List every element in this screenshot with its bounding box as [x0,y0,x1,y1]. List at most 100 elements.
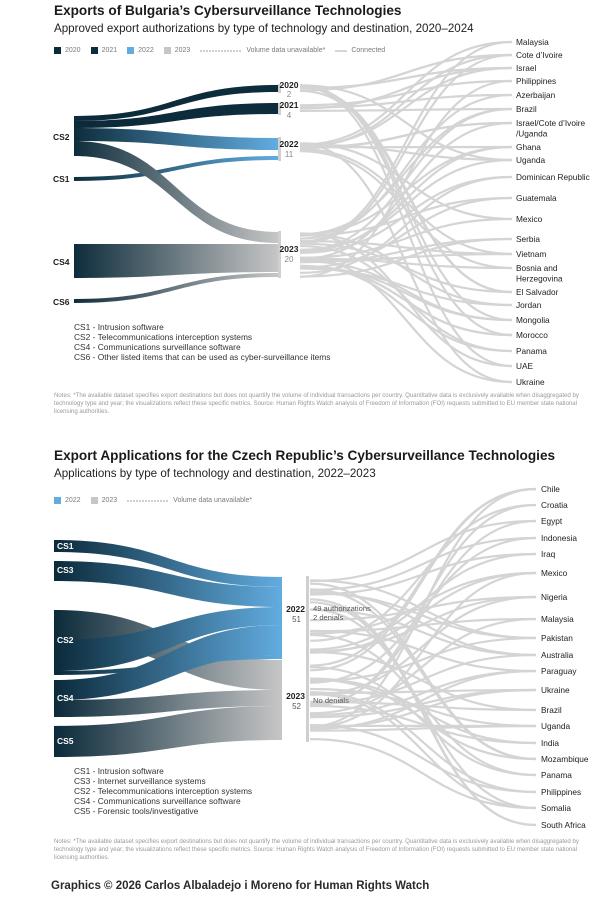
destination-label: Cote d’Ivoire [516,50,563,60]
chart2-flows [54,540,282,757]
credit-line: Graphics © 2026 Carlos Albaladejo i More… [51,880,430,892]
flow-cs2-2022 [54,607,282,671]
destination-link [299,85,513,368]
chart2-definitions: CS1 - Intrusion software CS3 - Internet … [74,766,252,816]
destination-link [309,691,537,794]
flow-cs2-2020 [74,85,278,121]
legend-swatch [54,47,61,54]
destination-link [299,84,513,337]
source-label-cs1: CS1 [53,174,70,184]
node-2022-bar [306,576,309,660]
destination-link [299,66,513,148]
dashed-line-icon [127,499,170,502]
destination-label: Australia [541,650,574,660]
definition-item: CS6 - Other listed items that can be use… [74,352,331,362]
destination-label: El Salvador [516,287,559,297]
destination-label: Dominican Republic [516,172,590,182]
destination-link [299,256,513,384]
destination-link [309,669,537,717]
destination-link [299,107,513,112]
definition-item: CS5 - Forensic tools/investigative [74,806,199,816]
destination-label: Ukraine [541,685,570,695]
year-label-2022: 2022 [280,139,299,149]
destination-link [299,142,513,384]
destination-link [309,617,537,633]
destination-link [309,588,537,761]
legend-label: 2020 [65,47,81,54]
destination-link [309,633,537,777]
destination-link [309,487,537,667]
legend-label: 2022 [138,47,154,54]
destination-link [309,629,537,673]
destination-label: Uganda [541,721,570,731]
definition-item: CS2 - Telecommunications interception sy… [74,332,253,342]
destination-label: Jordan [516,300,542,310]
destination-label: Panama [541,770,572,780]
chart2-notes: Notes: *The available dataset specifies … [54,838,579,861]
destination-label: Chile [541,484,560,494]
source-label-cs4: CS4 [53,257,70,267]
chart1-year-labels: 2020 2 2021 4 2022 11 2023 20 [280,80,299,264]
destination-label: Uganda [516,155,545,165]
destination-label: Ukraine [516,377,545,387]
chart1-sankey: CS2 CS1 CS4 CS6 2020 2 2021 4 2022 11 20… [53,37,590,387]
destination-link [299,240,513,256]
legend-item-2023: 2023 [163,47,190,54]
destination-label: Pakistan [541,633,573,643]
destination-link [309,724,537,794]
legend-item-2021: 2021 [90,47,117,54]
destination-link [309,724,537,732]
source-label-cs3: CS3 [57,565,74,575]
solid-line-icon [335,49,348,52]
destination-label: Philippines [516,76,556,86]
destination-link [309,519,537,583]
chart1-destination-labels: Malaysia Cote d’Ivoire Israel Philippine… [516,37,590,387]
year-label-2023: 2023 [286,691,305,701]
chart2-legend: 2022 2023 Volume data unavailable* [54,497,262,504]
definition-item: CS3 - Internet surveillance systems [74,776,206,786]
destination-label: Mexico [541,568,568,578]
definition-item: CS4 - Communications surveillance softwa… [74,796,241,806]
definition-item: CS1 - Intrusion software [74,766,164,776]
destination-label: Malaysia [516,37,549,47]
year-note: 2 denials [313,613,344,622]
destination-label: Serbia [516,234,540,244]
destination-label: South Africa [541,820,586,830]
flow-cs2-2022 [74,128,278,150]
legend-item-2022: 2022 [54,497,81,504]
source-label-cs5: CS5 [57,736,74,746]
destination-label: Egypt [541,516,563,526]
destination-link [299,217,513,259]
node-2021 [278,103,281,115]
legend-swatch [163,47,171,54]
destination-link [299,264,513,353]
legend-label: 2023 [101,497,118,504]
chart1-notes: Notes: *The available dataset specifies … [54,392,579,415]
flow-cs4-2023 [54,690,282,717]
year-count-2023: 52 [292,702,301,711]
year-note: 49 authorizations [313,604,371,613]
destination-label: Paraguay [541,666,577,676]
flow-cs3-2022 [54,561,282,607]
destination-link [309,608,537,810]
chart1-subtitle: Approved export authorizations by type o… [54,22,474,35]
flow-cs2-2022-b [54,655,282,675]
chart2-destination-labels: Chile Croatia Egypt Indonesia Iraq Mexic… [541,484,589,830]
legend-label: 2022 [65,497,81,504]
legend-swatch [90,47,98,54]
destination-label: Azerbaijan [516,90,556,100]
destination-label: Nigeria [541,592,568,602]
destination-label: Mozambique [541,754,589,764]
flow-cs1-2022 [74,156,278,181]
legend-swatch [90,497,98,504]
legend-item-2022: 2022 [127,47,154,54]
destination-link [309,666,537,777]
legend-swatch [54,497,61,504]
destination-label: Iraq [541,549,556,559]
year-count-2022: 11 [285,150,294,159]
chart2-source-labels: CS1 CS3 CS2 CS4 CS5 [57,541,74,746]
destination-link [299,196,513,237]
destination-label: India [541,738,559,748]
destination-link [309,598,537,827]
